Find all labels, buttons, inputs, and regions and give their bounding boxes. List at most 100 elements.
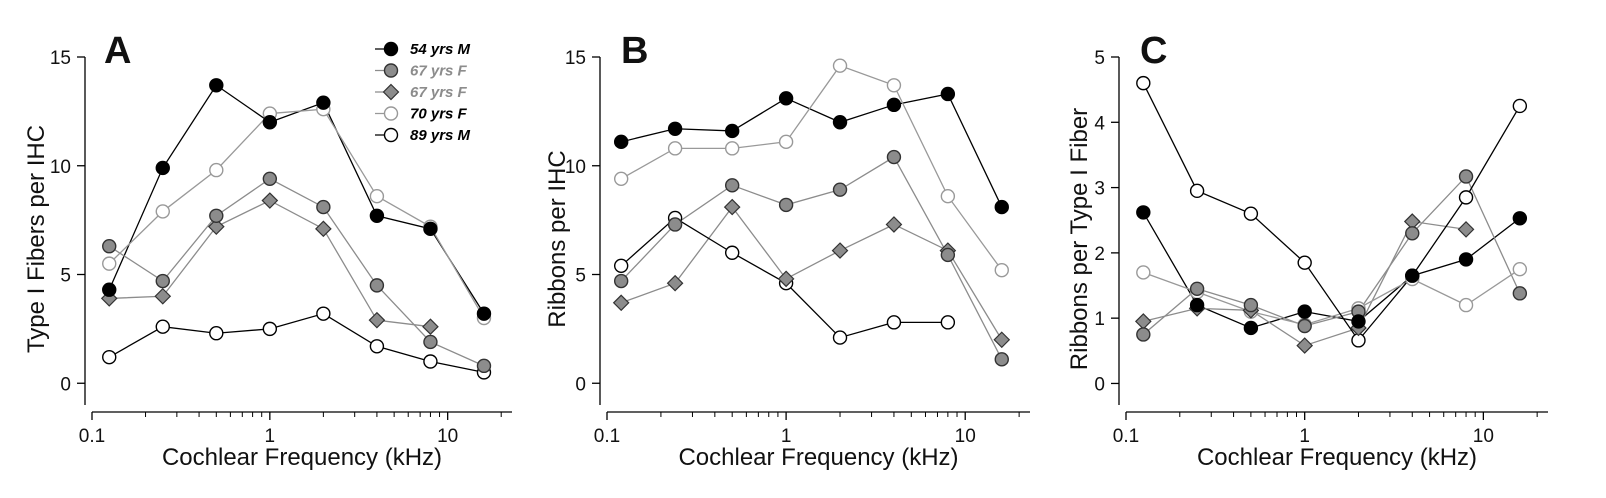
- x-tick-label: 1: [781, 426, 792, 447]
- data-point: [155, 160, 170, 176]
- data-point: [940, 247, 956, 263]
- data-point: [886, 315, 902, 330]
- data-point: [1297, 304, 1312, 319]
- panel-letter: B: [621, 30, 648, 72]
- data-point: [316, 95, 331, 110]
- legend-label: 70 yrs F: [410, 106, 468, 123]
- data-point: [1458, 297, 1474, 313]
- data-point: [1458, 169, 1474, 184]
- data-point: [777, 270, 795, 288]
- data-point: [1512, 211, 1528, 226]
- x-tick-label: 0.1: [79, 426, 105, 447]
- data-point: [209, 78, 224, 93]
- data-point: [102, 282, 117, 297]
- data-point: [1405, 268, 1420, 283]
- series-line: [108, 312, 485, 374]
- data-point: [778, 197, 794, 213]
- data-point: [724, 141, 740, 156]
- data-point: [666, 274, 684, 292]
- data-point: [1296, 337, 1314, 354]
- legend-marker: [383, 106, 399, 121]
- data-point: [154, 287, 172, 305]
- data-point: [1136, 265, 1151, 280]
- series-line: [621, 93, 1003, 208]
- data-point: [667, 121, 683, 136]
- series-line: [620, 64, 1003, 271]
- y-tick-label: 5: [575, 266, 586, 287]
- data-point: [261, 192, 279, 209]
- data-point: [613, 258, 629, 273]
- legend-marker: [383, 41, 399, 57]
- x-tick-label: 0.1: [594, 426, 620, 447]
- data-point: [886, 78, 902, 93]
- legend-marker: [383, 127, 399, 143]
- data-point: [612, 294, 630, 312]
- data-point: [724, 178, 740, 193]
- series-line: [1142, 82, 1521, 342]
- data-point: [155, 273, 170, 289]
- data-point: [667, 217, 683, 232]
- data-point: [1134, 313, 1152, 330]
- data-point: [102, 349, 117, 365]
- y-tick-label: 0: [1094, 374, 1105, 395]
- data-point: [209, 326, 224, 341]
- legend-marker: [382, 83, 400, 101]
- y-tick-label: 10: [565, 157, 586, 178]
- data-point: [368, 311, 386, 329]
- data-point: [832, 182, 848, 197]
- data-point: [155, 204, 170, 219]
- y-tick-label: 10: [50, 157, 71, 178]
- data-point: [262, 171, 278, 187]
- series-line: [620, 205, 1003, 341]
- data-point: [993, 331, 1011, 349]
- data-point: [613, 171, 629, 187]
- series-line: [108, 108, 485, 319]
- y-tick-label: 5: [1094, 48, 1105, 69]
- y-axis-label: Ribbons per Type I Fiber: [1066, 108, 1093, 370]
- data-point: [1136, 327, 1151, 342]
- data-point: [1297, 318, 1312, 334]
- data-point: [886, 149, 902, 165]
- series-line: [1142, 175, 1521, 335]
- legend: 54 yrs M 67 yrs F 67 yrs F 70 yrs F 89 yrs M: [375, 41, 471, 144]
- y-tick-label: 15: [565, 48, 586, 69]
- legend-marker: [383, 63, 399, 78]
- x-tick-label: 1: [265, 426, 276, 447]
- x-axis-label: Cochlear Frequency (kHz): [678, 444, 958, 471]
- data-point: [994, 262, 1009, 278]
- y-tick-label: 0: [60, 374, 71, 395]
- data-point: [315, 220, 332, 238]
- data-point: [369, 339, 385, 354]
- data-point: [369, 188, 385, 204]
- panel-letter: C: [1140, 30, 1167, 72]
- data-point: [423, 334, 438, 350]
- data-point: [940, 86, 956, 102]
- data-point: [613, 273, 629, 289]
- data-point: [1457, 221, 1475, 238]
- series-line: [1143, 268, 1521, 326]
- data-point: [1351, 314, 1366, 329]
- series-line: [108, 178, 485, 367]
- y-tick-label: 15: [50, 48, 71, 69]
- data-point: [476, 358, 492, 374]
- data-point: [155, 319, 170, 334]
- data-point: [940, 315, 956, 330]
- data-point: [778, 91, 794, 106]
- x-tick-label: 10: [437, 426, 458, 447]
- data-point: [262, 321, 278, 337]
- data-point: [613, 134, 629, 150]
- data-point: [1458, 252, 1474, 267]
- y-tick-label: 3: [1094, 179, 1105, 200]
- data-point: [831, 242, 849, 259]
- data-point: [994, 352, 1009, 367]
- data-point: [369, 208, 385, 223]
- x-axis-label: Cochlear Frequency (kHz): [162, 444, 442, 471]
- legend-label: 54 yrs M: [410, 41, 471, 58]
- data-point: [423, 354, 438, 369]
- data-point: [476, 306, 492, 321]
- series-line: [108, 84, 485, 314]
- data-point: [1512, 261, 1528, 277]
- data-point: [1189, 297, 1205, 313]
